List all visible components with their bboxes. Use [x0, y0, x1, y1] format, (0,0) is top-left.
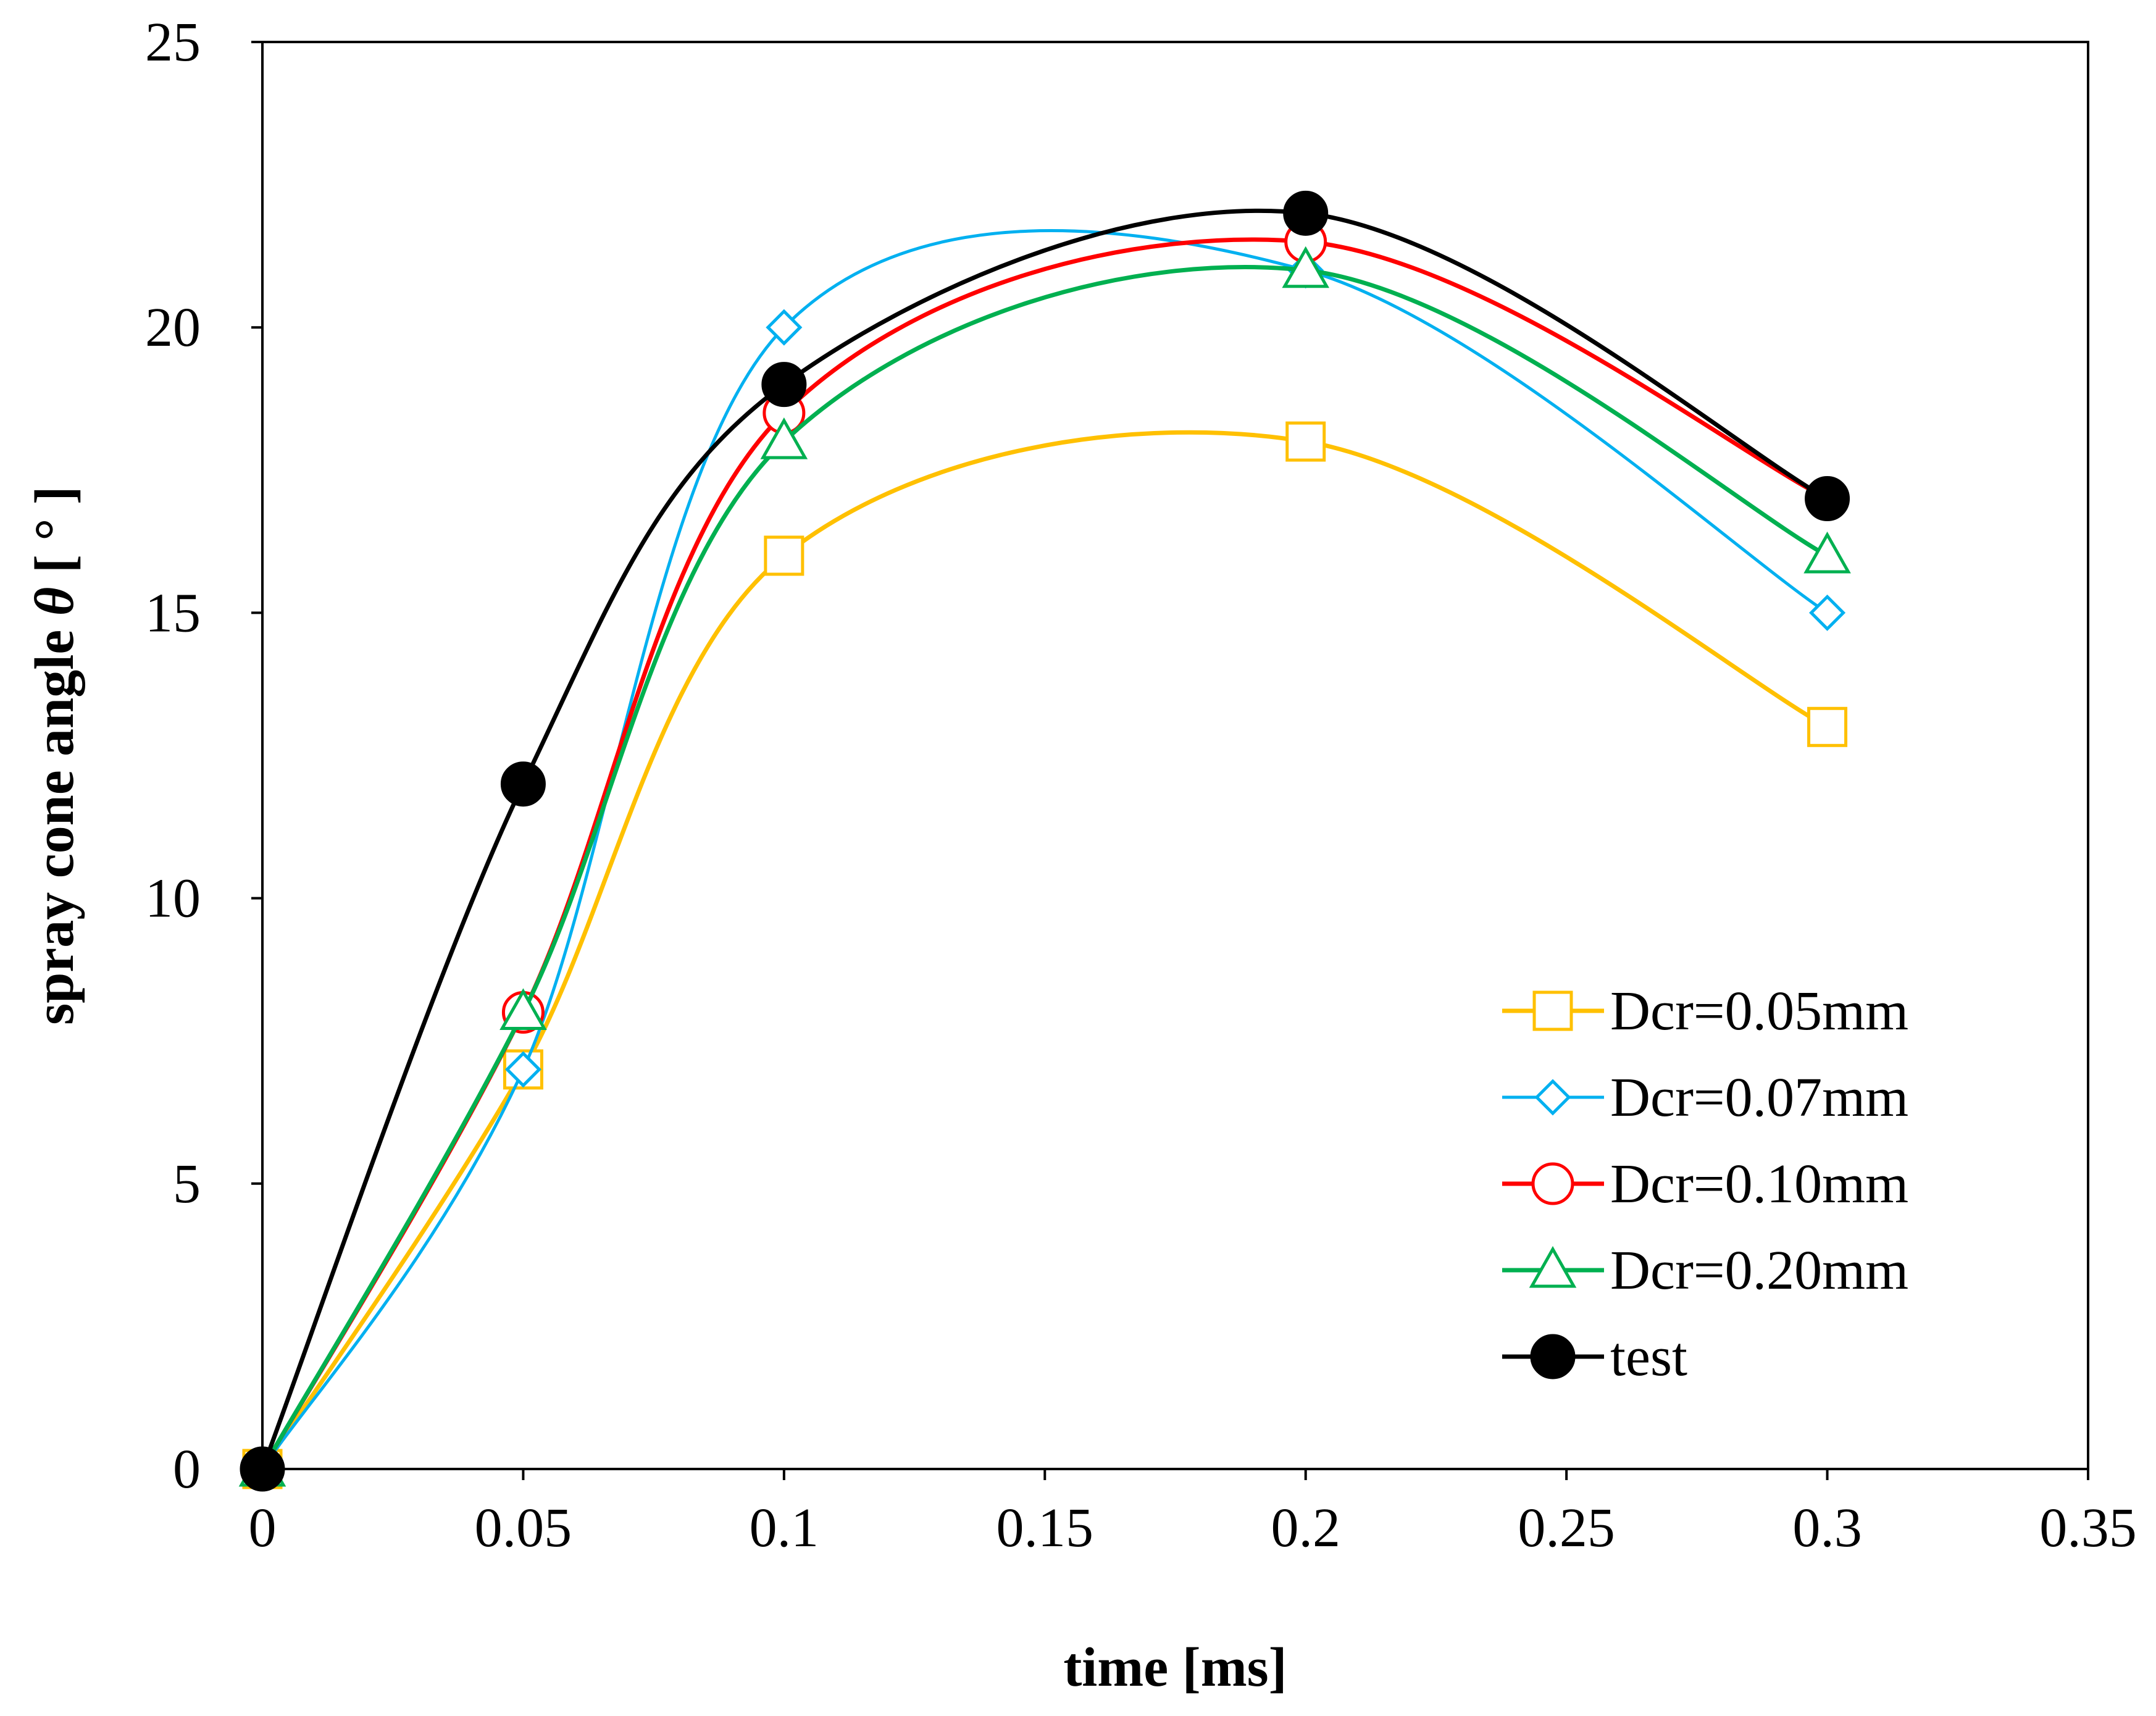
x-tick-label: 0.15 — [997, 1497, 1094, 1559]
series-Dcr=0.20mm — [238, 246, 1851, 1487]
y-tick-label: 10 — [145, 868, 201, 929]
data-point-marker — [760, 417, 808, 459]
data-point-marker — [764, 535, 804, 576]
data-point-marker — [500, 761, 546, 807]
data-point-marker — [504, 1051, 541, 1088]
legend-item: test — [1502, 1326, 1687, 1387]
y-axis-title-prefix: spray cone angle — [24, 616, 85, 1024]
legend-marker — [1532, 990, 1573, 1031]
series-group — [238, 190, 1851, 1492]
legend-label: Dcr=0.07mm — [1610, 1067, 1908, 1128]
y-tick-label: 25 — [145, 12, 201, 73]
plot-frame — [261, 41, 2089, 1470]
series-test — [240, 190, 1850, 1492]
x-tick-label: 0.35 — [2039, 1497, 2137, 1559]
data-point-marker — [499, 988, 547, 1030]
x-tick-label: 0 — [249, 1497, 277, 1559]
data-point-marker — [1803, 531, 1851, 574]
legend-label: Dcr=0.20mm — [1610, 1240, 1908, 1301]
x-tick-label: 0.25 — [1518, 1497, 1615, 1559]
y-axis: 0 5 10 15 20 25 — [145, 12, 262, 1500]
x-tick-label: 0.3 — [1792, 1497, 1862, 1559]
legend-item: Dcr=0.10mm — [1502, 1153, 1908, 1215]
data-point-marker — [1283, 190, 1329, 236]
legend-marker — [1531, 1162, 1574, 1205]
legend-item: Dcr=0.07mm — [1502, 1067, 1908, 1128]
legend-item: Dcr=0.05mm — [1502, 981, 1908, 1042]
y-tick-label: 0 — [173, 1439, 201, 1500]
legend-label: Dcr=0.10mm — [1610, 1153, 1908, 1215]
x-tick-label: 0.05 — [475, 1497, 572, 1559]
data-point-marker — [1282, 246, 1330, 288]
data-point-marker — [761, 362, 807, 408]
y-tick-label: 5 — [173, 1153, 201, 1215]
data-point-marker — [1285, 421, 1326, 462]
x-tick-label: 0.1 — [750, 1497, 819, 1559]
y-axis-title-suffix: [ ° ] — [24, 486, 85, 587]
y-tick-label: 15 — [145, 582, 201, 643]
data-point-marker — [766, 309, 803, 346]
data-point-marker — [1807, 706, 1848, 747]
legend-marker — [1529, 1245, 1577, 1288]
y-axis-title: spray cone angle θ [ ° ] — [24, 486, 85, 1025]
x-axis: 0 0.05 0.1 0.15 0.2 0.25 0.3 0.35 — [249, 1469, 2137, 1559]
legend: Dcr=0.05mm Dcr=0.07mm Dcr=0.10mm Dcr=0.20mm… — [1502, 981, 1908, 1387]
legend-item: Dcr=0.20mm — [1502, 1240, 1908, 1301]
data-point-marker — [1805, 476, 1850, 522]
x-axis-title: time [ms] — [1063, 1637, 1287, 1698]
data-point-marker — [1809, 594, 1846, 631]
legend-marker — [1534, 1079, 1571, 1116]
y-axis-title-symbol: θ — [24, 587, 85, 616]
legend-label: test — [1610, 1326, 1687, 1387]
legend-marker — [1530, 1334, 1576, 1379]
y-tick-label: 20 — [145, 297, 201, 358]
legend-label: Dcr=0.05mm — [1610, 981, 1908, 1042]
x-tick-label: 0.2 — [1271, 1497, 1340, 1559]
